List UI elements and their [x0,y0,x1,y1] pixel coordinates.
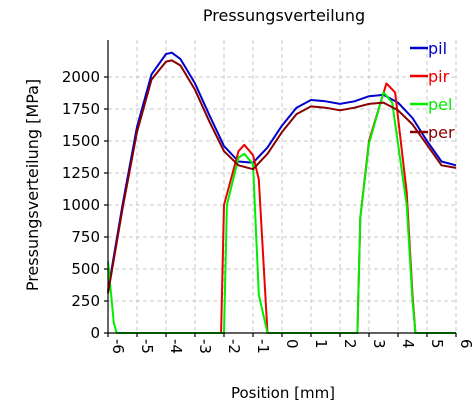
x-tick-label-8: 2 [341,339,359,349]
series-line-pel [107,91,456,334]
x-tick-label-5: -1 [254,339,272,354]
legend-label-pil: pil [428,39,447,58]
y-tick-label-7: 1750 [62,100,100,118]
series-lines [107,51,457,334]
x-tick-label-1: -5 [138,339,156,354]
x-tick-label-7: 1 [312,339,330,349]
y-axis-label: Pressungsverteilung [MPa] [23,79,42,291]
series-line-pir [187,82,417,334]
legend: pil pir pel per [410,39,455,142]
x-tick-label-4: -2 [225,339,243,354]
x-tick-label-11: 5 [428,339,446,349]
x-tick-label-3: -3 [196,339,214,354]
legend-label-pel: pel [428,95,452,114]
x-tick-label-12: 6 [457,339,472,349]
y-tick-label-6: 1500 [62,132,100,150]
legend-label-pir: pir [428,67,450,86]
y-tick-label-0: 0 [90,324,100,342]
y-tick-label-1: 250 [71,292,100,310]
y-tick-label-8: 2000 [62,68,100,86]
y-tick-label-5: 1250 [62,164,100,182]
x-tick-label-0: -6 [109,339,127,354]
x-tick-labels: -6 -5 -4 -3 -2 -1 0 1 2 3 4 5 6 [109,339,472,354]
legend-label-per: per [428,123,455,142]
chart-title: Pressungsverteilung [203,6,365,25]
x-tick-label-6: 0 [283,339,301,349]
series-line-per [107,59,457,294]
x-axis-label: Position [mm] [231,384,335,402]
y-tick-label-4: 1000 [62,196,100,214]
y-tick-label-2: 500 [71,260,100,278]
axes [104,40,457,337]
x-tick-label-10: 4 [399,339,417,349]
x-tick-label-9: 3 [370,339,388,349]
y-tick-label-3: 750 [71,228,100,246]
y-tick-labels: 0 250 500 750 1000 1250 1500 1750 2000 [62,68,100,342]
x-tick-label-2: -4 [167,339,185,354]
